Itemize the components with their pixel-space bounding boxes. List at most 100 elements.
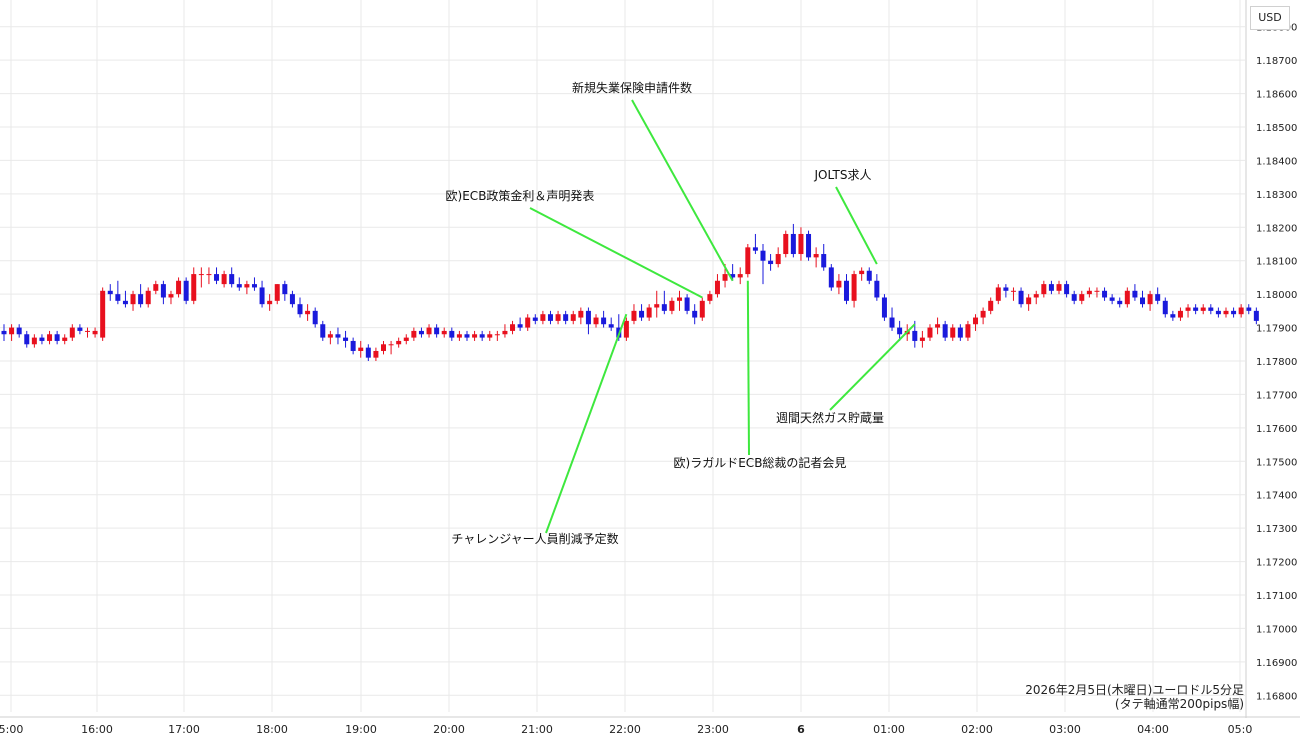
- y-tick-label: 1.17000: [1256, 624, 1297, 635]
- candle: [69, 324, 75, 341]
- candle: [153, 280, 159, 295]
- candle-body: [487, 334, 493, 338]
- candle-body: [441, 330, 447, 335]
- candle-body: [411, 330, 417, 338]
- candle: [585, 307, 591, 335]
- candle-body: [282, 284, 288, 295]
- candle: [1223, 307, 1229, 318]
- candle-body: [881, 297, 887, 318]
- candle: [1132, 284, 1138, 301]
- candle: [130, 290, 136, 311]
- candle: [783, 230, 789, 258]
- candle: [935, 317, 941, 335]
- candle: [92, 327, 98, 338]
- candle: [107, 284, 113, 301]
- candle: [1124, 287, 1130, 308]
- candle-body: [297, 304, 303, 315]
- candle: [168, 290, 174, 305]
- candle-body: [950, 327, 956, 338]
- y-tick-label: 1.18000: [1256, 290, 1297, 301]
- candle: [1071, 290, 1077, 305]
- candle: [100, 287, 106, 341]
- x-tick-label: 17:00: [168, 723, 200, 736]
- candle-body: [1185, 307, 1191, 311]
- candle: [396, 337, 402, 348]
- candle: [236, 277, 242, 291]
- candle-body: [1041, 284, 1047, 295]
- candle: [403, 334, 409, 345]
- candle-body: [623, 320, 629, 338]
- candle: [836, 274, 842, 295]
- candle: [1162, 297, 1168, 318]
- candle-body: [62, 337, 68, 341]
- y-tick-label: 1.18100: [1256, 257, 1297, 268]
- candle-body: [1033, 294, 1039, 298]
- candle: [881, 294, 887, 321]
- candle-body: [122, 300, 128, 305]
- candle: [138, 284, 144, 308]
- candle-body: [115, 294, 121, 301]
- candle: [813, 247, 819, 268]
- candle-body: [1109, 297, 1115, 301]
- candle: [24, 330, 30, 348]
- candle-body: [214, 274, 220, 281]
- candle: [1010, 287, 1016, 301]
- candle: [957, 324, 963, 341]
- candle-body: [1094, 290, 1100, 292]
- candle-body: [760, 250, 766, 261]
- candle-body: [980, 310, 986, 318]
- candle: [373, 347, 379, 361]
- candle-body: [935, 324, 941, 328]
- candle-body: [464, 334, 470, 338]
- candle-body: [9, 327, 15, 335]
- candle: [1086, 287, 1092, 298]
- candle-body: [578, 310, 584, 318]
- candle: [1193, 304, 1199, 315]
- candle-body: [327, 334, 333, 338]
- candle: [730, 264, 736, 281]
- annotation-label: 欧)ECB政策金利＆声明発表: [446, 188, 595, 203]
- y-tick-label: 1.16900: [1256, 658, 1297, 669]
- candle-body: [236, 284, 242, 288]
- candle-body: [221, 274, 227, 285]
- candle-body: [988, 300, 994, 311]
- candle-body: [517, 324, 523, 328]
- candle-body: [631, 310, 637, 321]
- candle-body: [813, 254, 819, 258]
- annotation-label: JOLTS求人: [814, 168, 872, 182]
- candle: [1109, 294, 1115, 305]
- candle: [381, 340, 386, 355]
- candle-body: [244, 284, 250, 288]
- candle: [1253, 307, 1259, 325]
- candle-body: [1140, 297, 1145, 305]
- candle-body: [1155, 294, 1161, 301]
- candle: [274, 284, 280, 305]
- candle-body: [1147, 294, 1153, 305]
- candle: [426, 324, 432, 338]
- candle: [358, 340, 364, 358]
- candle-body: [828, 267, 834, 288]
- annotation-leader-line: [545, 313, 628, 534]
- candle-body: [639, 310, 645, 318]
- y-tick-label: 1.18500: [1256, 123, 1297, 134]
- candle-body: [153, 284, 159, 291]
- candle-body: [403, 337, 409, 341]
- chart-title: 2026年2月5日(木曜日)ユーロドル5分足: [1025, 683, 1244, 697]
- candle-body: [69, 327, 75, 338]
- candle: [608, 317, 614, 331]
- candle: [669, 297, 675, 315]
- candle-body: [183, 280, 189, 301]
- candle-body: [1223, 310, 1229, 315]
- candle-body: [138, 294, 144, 305]
- candle-body: [274, 284, 280, 301]
- currency-label[interactable]: USD: [1250, 6, 1290, 30]
- candle: [919, 330, 925, 348]
- candle: [540, 310, 546, 325]
- candle: [456, 330, 462, 341]
- x-tick-label: 05:0: [1228, 723, 1253, 736]
- candle-body: [510, 324, 516, 331]
- candle: [828, 264, 834, 291]
- candle-body: [737, 274, 743, 278]
- candle-body: [677, 297, 683, 301]
